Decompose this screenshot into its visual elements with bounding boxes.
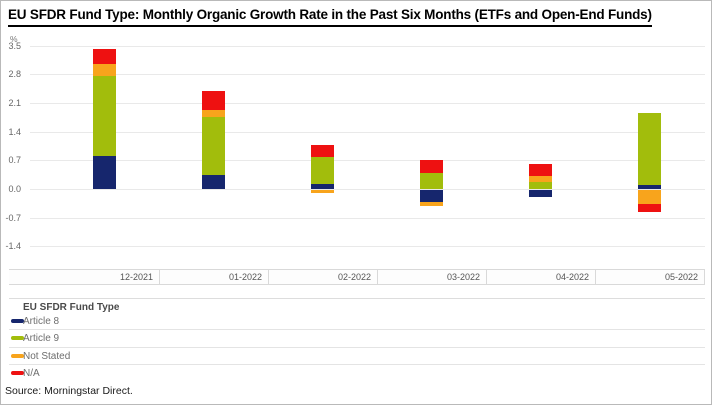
legend-label: Article 9 — [23, 333, 60, 345]
x-tick-label: 04-2022 — [555, 272, 589, 282]
bar-segment-n-a — [529, 164, 552, 177]
gridline — [30, 74, 705, 76]
source-attribution: Source: Morningstar Direct. — [5, 385, 133, 397]
gridline — [30, 246, 705, 248]
plot-area: 3.5 2.8 2.1 1.4 0.7 0.0 -0.7 -1.4 — [1, 1, 711, 269]
gridline — [30, 131, 705, 133]
x-tick-label: 12-2021 — [119, 272, 153, 282]
legend-swatch-icon — [11, 319, 24, 323]
legend-item-article-8: Article 8 — [9, 313, 705, 331]
gridline — [30, 160, 705, 162]
legend-swatch-icon — [11, 371, 24, 376]
chart-title: EU SFDR Fund Type: Monthly Organic Growt… — [8, 7, 652, 27]
bar-segment-not-stated — [93, 63, 116, 76]
bar-segment-article-9 — [93, 75, 116, 157]
x-axis: 12-2021 01-2022 02-2022 03-2022 04-2022 05-20… — [9, 269, 705, 285]
bar-segment-n-a — [638, 203, 661, 212]
bar-segment-not-stated — [202, 109, 225, 118]
gridline — [30, 217, 705, 219]
bar-segment-n-a — [202, 91, 225, 110]
y-tick-label: -1.4 — [5, 241, 21, 252]
legend-label: Article 8 — [23, 316, 60, 327]
y-tick-label: 3.5 — [8, 40, 21, 51]
bar-segment-article-9 — [202, 117, 225, 175]
bar-segment-n-a — [311, 144, 334, 158]
x-tick-label: 02-2022 — [337, 272, 371, 282]
bar-segment-article-8 — [93, 156, 116, 189]
y-tick-label: 0.0 — [8, 184, 21, 194]
legend-item-n-a: N/A — [9, 365, 705, 382]
x-axis-separator — [377, 270, 378, 284]
legend-separator — [9, 298, 705, 299]
bar-segment-n-a — [93, 48, 116, 64]
bar-segment-not-stated — [420, 201, 443, 206]
y-tick-label: 2.8 — [8, 69, 21, 80]
bar-segment-article-9 — [311, 157, 334, 185]
x-axis-separator — [486, 270, 487, 284]
bar-segment-article-9 — [420, 173, 443, 189]
legend-item-article-9: Article 9 — [9, 330, 705, 348]
legend: Article 8 Article 9 Not Stated N/A — [9, 313, 705, 383]
gridline — [30, 189, 705, 190]
y-tick-label: 2.1 — [8, 98, 21, 108]
x-axis-separator — [159, 270, 160, 284]
bar-segment-article-8 — [638, 184, 661, 189]
x-tick-label: 03-2022 — [446, 272, 480, 282]
bar-segment-article-8 — [529, 190, 552, 197]
y-tick-label: -0.7 — [5, 212, 21, 223]
x-axis-separator — [595, 270, 596, 284]
legend-title: EU SFDR Fund Type — [23, 302, 120, 313]
bar-segment-not-stated — [638, 190, 661, 204]
bar-segment-article-8 — [311, 184, 334, 189]
bar-segment-n-a — [420, 159, 443, 174]
legend-swatch-icon — [11, 353, 24, 358]
x-axis-separator — [268, 270, 269, 284]
bar-segment-article-8 — [420, 190, 443, 202]
gridline — [30, 45, 705, 47]
y-tick-label: 0.7 — [8, 155, 21, 166]
x-axis-separator — [704, 270, 705, 284]
bar-segment-article-9 — [638, 112, 661, 185]
legend-item-not-stated: Not Stated — [9, 348, 705, 366]
legend-label: Not Stated — [23, 350, 71, 362]
bar-segment-article-8 — [202, 174, 225, 189]
bar-segment-not-stated — [529, 176, 552, 182]
legend-label: N/A — [23, 368, 40, 380]
bar-segment-not-stated — [311, 190, 334, 193]
x-tick-label: 01-2022 — [228, 272, 262, 282]
y-tick-label: 1.4 — [8, 126, 21, 137]
bar-segment-article-9 — [529, 181, 552, 189]
x-tick-label: 05-2022 — [664, 272, 698, 282]
legend-swatch-icon — [11, 336, 24, 341]
y-axis-unit-label: % — [10, 34, 18, 44]
gridline — [30, 103, 705, 104]
